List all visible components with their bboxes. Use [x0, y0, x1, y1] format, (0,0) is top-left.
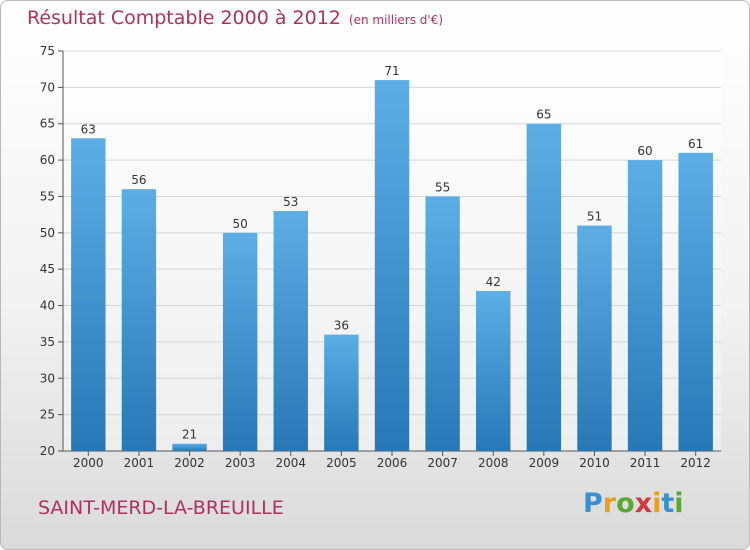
- bar-2010: [577, 225, 612, 451]
- data-label-2001: 56: [131, 173, 146, 187]
- bar-2011: [627, 160, 663, 451]
- data-label-2003: 50: [233, 217, 248, 231]
- x-tick-label-2000: 2000: [73, 456, 104, 470]
- x-tick-label-2006: 2006: [377, 456, 408, 470]
- bar-2003: [222, 232, 258, 451]
- data-label-2004: 53: [283, 195, 298, 209]
- labels: 20 25 30 35 40 45 50 55 60 65 70 75 63 2000 56 2001 21 20…: [40, 44, 711, 470]
- data-label-2011: 60: [637, 144, 652, 158]
- y-tick-label: 45: [40, 262, 55, 276]
- y-tick-label: 60: [40, 153, 55, 167]
- data-label-2002: 21: [182, 428, 197, 442]
- data-label-2010: 51: [587, 210, 602, 224]
- x-tick-label-2009: 2009: [529, 456, 560, 470]
- bar-2002: [172, 443, 207, 451]
- bar-2009: [526, 123, 562, 452]
- bars: [71, 80, 713, 452]
- bar-2005: [324, 334, 359, 451]
- x-tick-label-2011: 2011: [630, 456, 661, 470]
- y-tick-label: 35: [40, 335, 55, 349]
- data-label-2006: 71: [384, 64, 399, 78]
- y-tick-label: 55: [40, 189, 55, 203]
- bar-2004: [273, 211, 308, 451]
- data-label-2009: 65: [536, 108, 551, 122]
- chart-title: Résultat Comptable 2000 à 2012 (en millie…: [27, 7, 443, 29]
- bar-2000: [71, 138, 106, 452]
- y-tick-label: 70: [40, 80, 55, 94]
- x-tick-label-2007: 2007: [427, 456, 458, 470]
- x-tick-label-2003: 2003: [225, 456, 256, 470]
- y-tick-label: 20: [40, 444, 55, 458]
- x-tick-label-2001: 2001: [124, 456, 155, 470]
- data-label-2012: 61: [688, 137, 703, 151]
- data-label-2000: 63: [81, 122, 96, 136]
- y-tick-label: 65: [40, 117, 55, 131]
- bar-2007: [425, 196, 460, 451]
- proxiti-logo[interactable]: Proxiti: [583, 488, 684, 519]
- x-tick-label-2002: 2002: [174, 456, 205, 470]
- x-tick-label-2010: 2010: [579, 456, 610, 470]
- chart-title-text: Résultat Comptable 2000 à 2012: [27, 7, 341, 29]
- y-tick-label: 75: [40, 44, 55, 58]
- y-tick-label: 40: [40, 299, 55, 313]
- bar-2006: [374, 80, 410, 451]
- data-label-2008: 42: [486, 275, 501, 289]
- x-tick-label-2004: 2004: [275, 456, 306, 470]
- data-label-2005: 36: [334, 319, 349, 333]
- chart-subtitle: (en milliers d'€): [348, 13, 444, 27]
- y-tick-label: 30: [40, 371, 55, 385]
- bar-2008: [476, 291, 511, 451]
- y-tick-label: 25: [40, 408, 55, 422]
- bar-2001: [121, 189, 157, 451]
- x-tick-label-2005: 2005: [326, 456, 357, 470]
- bar-2012: [678, 152, 713, 451]
- x-tick-label-2012: 2012: [680, 456, 711, 470]
- y-tick-label: 50: [40, 226, 55, 240]
- commune-name: SAINT-MERD-LA-BREUILLE: [38, 497, 284, 519]
- x-tick-label-2008: 2008: [478, 456, 509, 470]
- data-label-2007: 55: [435, 180, 450, 194]
